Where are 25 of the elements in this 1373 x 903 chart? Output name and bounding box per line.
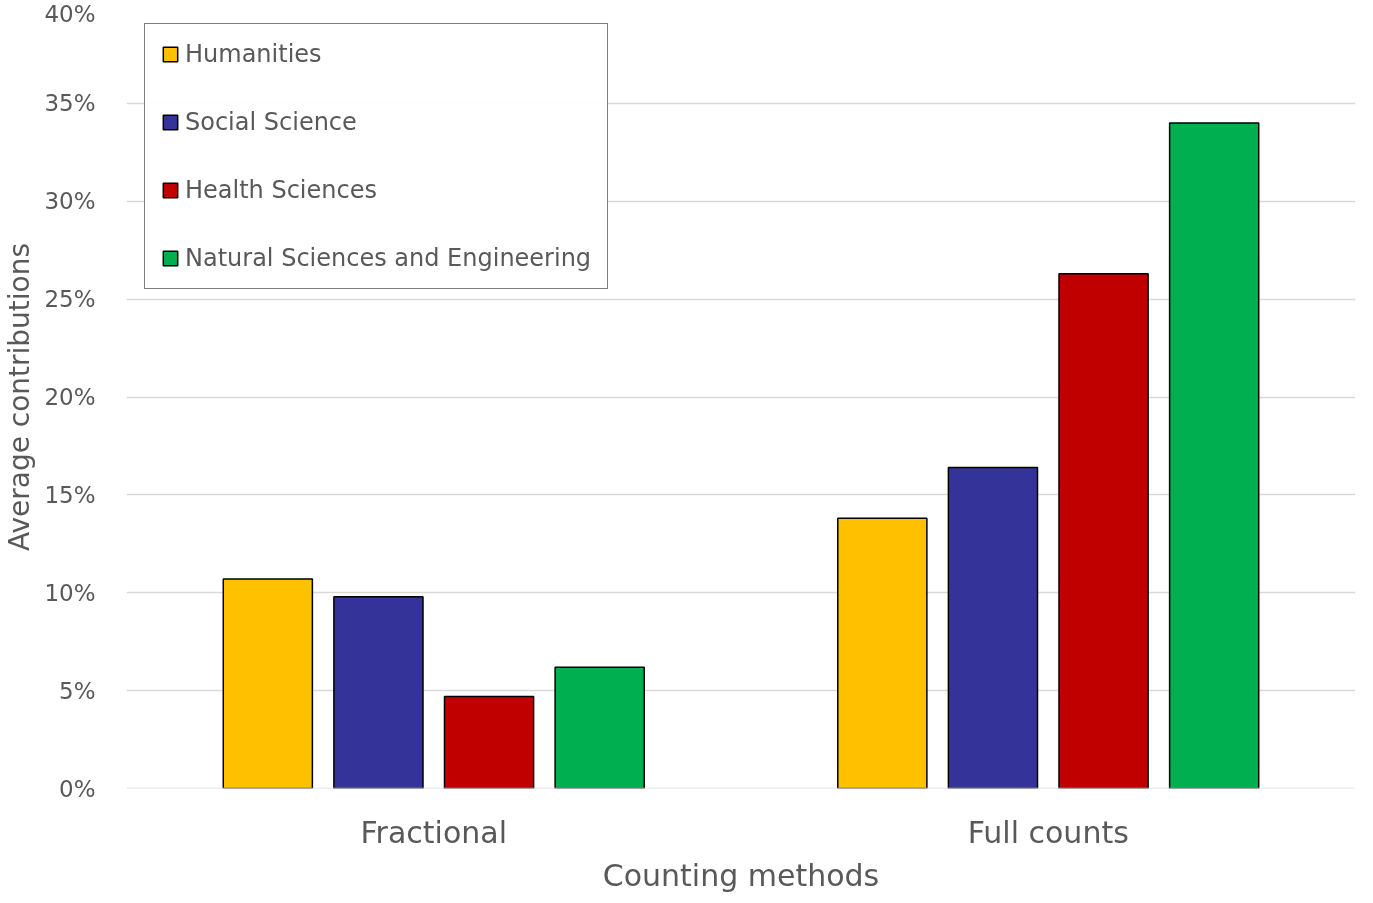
bar	[947, 466, 1039, 789]
y-tick-label: 0%	[59, 775, 96, 802]
legend-label: Humanities	[185, 40, 322, 68]
bar	[333, 595, 424, 789]
y-tick-label: 25%	[44, 286, 96, 313]
bar	[443, 695, 535, 789]
bar	[1058, 272, 1149, 789]
bar	[1168, 122, 1260, 789]
y-tick-label: 20%	[44, 384, 96, 410]
y-tick-label: 15%	[44, 481, 96, 508]
y-axis-title: Average contributions	[3, 242, 37, 552]
bar	[222, 578, 314, 789]
x-tick-label: Full counts	[967, 814, 1129, 850]
x-axis-title: Counting methods	[602, 857, 880, 893]
y-tick-label: 10%	[44, 579, 96, 606]
y-tick-label: 30%	[44, 188, 96, 215]
legend-label: Natural Sciences and Engineering	[185, 244, 592, 272]
y-tick-label: 5%	[59, 677, 96, 704]
legend-label: Social Science	[185, 108, 357, 136]
bar	[554, 666, 645, 789]
y-tick-label: 40%	[44, 0, 96, 27]
x-tick-label: Fractional	[360, 814, 507, 850]
y-tick-label: 35%	[44, 90, 96, 117]
bar	[837, 517, 928, 789]
legend-label: Health Sciences	[185, 176, 377, 204]
